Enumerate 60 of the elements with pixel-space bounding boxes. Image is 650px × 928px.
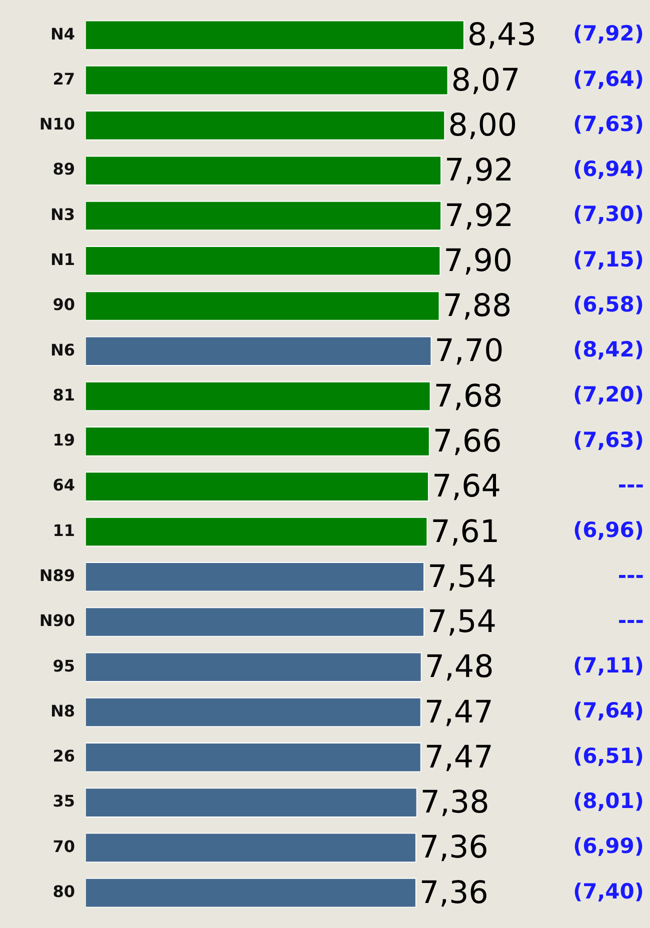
y-tick-label: 81	[52, 385, 75, 404]
data-label: 8,43	[467, 17, 536, 54]
data-label: 7,47	[424, 694, 494, 730]
y-tick-label: 90	[52, 295, 75, 314]
y-tick-label: 26	[52, 746, 75, 766]
data-label: 8,07	[451, 62, 520, 98]
text: (6,58)	[572, 292, 644, 316]
data-label: 7,36	[419, 830, 488, 866]
text: (7,64)	[572, 698, 644, 723]
text: (8,01)	[572, 789, 644, 814]
text: (7,20)	[572, 382, 644, 407]
y-tick-label: N10	[39, 114, 75, 134]
data-label: 7,38	[420, 784, 490, 821]
data-label: 7,70	[434, 333, 504, 370]
y-tick-label: 27	[52, 69, 75, 88]
text: (6,94)	[572, 157, 644, 182]
y-tick-label: N4	[50, 24, 75, 44]
y-tick-label: 95	[52, 656, 75, 676]
y-tick-label: 64	[52, 476, 75, 495]
y-tick-label: N89	[39, 566, 75, 586]
y-tick-label: 70	[52, 836, 75, 856]
text: (7,40)	[572, 879, 644, 904]
data-label: 7,64	[432, 468, 501, 505]
data-label: 7,68	[434, 378, 503, 414]
data-label: 8,00	[448, 107, 518, 144]
text: (7,11)	[572, 654, 644, 678]
data-label: 7,92	[444, 198, 514, 234]
y-tick-label: N3	[50, 204, 75, 224]
y-tick-label: 89	[52, 160, 75, 179]
y-tick-label: 19	[52, 430, 75, 450]
y-tick-label: N8	[50, 701, 75, 720]
data-label: 7,61	[430, 514, 500, 550]
text: (7,15)	[572, 247, 644, 272]
data-label: 7,90	[444, 242, 513, 279]
data-label: 7,36	[419, 874, 488, 911]
text: (6,96)	[572, 518, 644, 542]
y-tick-label: 11	[52, 520, 75, 540]
y-tick-label: 80	[52, 882, 75, 901]
text: ---	[618, 563, 644, 588]
data-label: 7,66	[432, 423, 502, 460]
text: (7,30)	[572, 202, 644, 226]
data-label: 7,92	[444, 152, 514, 189]
text: (7,64)	[572, 66, 644, 91]
text: (7,63)	[572, 428, 644, 452]
y-tick-label: N90	[39, 611, 75, 630]
data-label: 7,48	[424, 649, 494, 686]
y-tick-label: N6	[50, 340, 75, 360]
text: ---	[618, 608, 644, 632]
text: (8,42)	[572, 338, 644, 362]
y-tick-label: 35	[52, 792, 75, 811]
data-label: 7,54	[427, 604, 496, 640]
text: (6,99)	[572, 834, 644, 858]
text: (7,92)	[572, 22, 644, 46]
y-tick-label: N1	[50, 250, 75, 270]
text: (7,63)	[572, 112, 644, 136]
text: ---	[618, 473, 644, 498]
data-label: 7,47	[424, 739, 494, 776]
data-label: 7,88	[442, 288, 512, 324]
text: (6,51)	[572, 744, 644, 768]
data-label: 7,54	[427, 558, 496, 595]
